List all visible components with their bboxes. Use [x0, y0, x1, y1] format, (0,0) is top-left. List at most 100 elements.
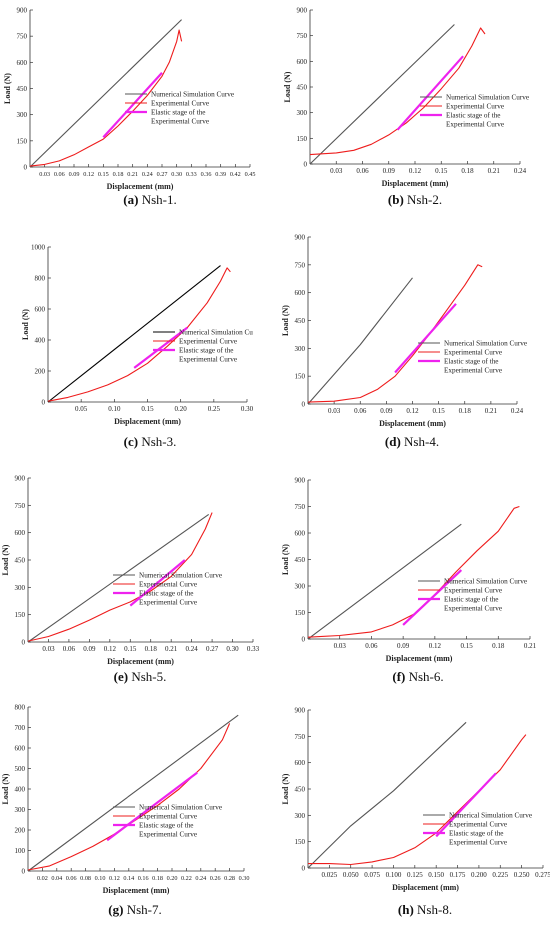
panel-name: Nsh-5. — [131, 669, 167, 684]
numerical-curve — [307, 523, 462, 640]
y-tick-label: 150 — [17, 137, 28, 145]
y-tick-label: 450 — [295, 556, 306, 564]
x-tick-label: 0.275 — [535, 871, 550, 879]
y-tick-label: 750 — [295, 733, 306, 741]
y-tick-label: 400 — [15, 786, 26, 794]
legend-label: Experimental Curve — [151, 100, 209, 108]
legend-label: Numerical Simulation Curve — [449, 812, 532, 820]
panel-caption: (g) Nsh-7. — [75, 902, 195, 918]
x-axis-label: Displacement (mm) — [379, 419, 446, 428]
y-tick-label: 0 — [42, 399, 46, 407]
x-tick-label: 0.10 — [95, 875, 106, 882]
panel-caption: (c) Nsh-3. — [90, 434, 210, 450]
numerical-curve — [307, 277, 413, 405]
panel-letter: (h) — [397, 902, 414, 917]
panel-name: Nsh-6. — [408, 669, 444, 684]
legend-label: Elastic stage of the — [444, 596, 499, 604]
y-tick-label: 0 — [304, 161, 308, 169]
x-tick-label: 0.30 — [171, 171, 182, 178]
x-tick-label: 0.225 — [492, 871, 508, 879]
x-tick-label: 0.03 — [330, 167, 343, 175]
x-tick-label: 0.21 — [127, 171, 138, 178]
x-tick-label: 0.175 — [450, 871, 466, 879]
y-tick-label: 300 — [295, 583, 306, 591]
legend-label: Experimental Curve — [446, 103, 504, 111]
x-tick-label: 0.15 — [141, 405, 154, 413]
y-tick-label: 750 — [295, 503, 306, 511]
x-tick-label: 0.45 — [245, 171, 256, 178]
x-tick-label: 0.30 — [241, 405, 254, 413]
elastic-stage-curve — [129, 559, 186, 607]
x-tick-label: 0.08 — [80, 875, 91, 882]
y-tick-label: 300 — [297, 109, 308, 117]
y-axis-label: Load (N) — [283, 71, 292, 102]
x-tick-label: 0.18 — [113, 171, 124, 178]
chart-panel-4: 0 150 300 450 600 750 900 0.03 0.06 0.09 0.12 0.15 0… — [281, 234, 527, 429]
panel-caption: (f) Nsh-6. — [358, 669, 478, 685]
x-tick-label: 0.025 — [321, 871, 337, 879]
x-tick-label: 0.15 — [433, 407, 446, 415]
experimental-curve — [27, 512, 213, 642]
panel-name: Nsh-3. — [141, 434, 177, 449]
chart-panel-2: 0 150 300 450 600 750 900 0.03 0.06 0.09 0.12 0.15 0… — [283, 7, 529, 189]
panel-caption: (h) Nsh-8. — [365, 902, 485, 918]
experimental-curve — [308, 734, 527, 866]
y-tick-label: 800 — [15, 704, 26, 712]
elastic-stage-curve — [394, 303, 457, 374]
y-tick-label: 0 — [302, 636, 306, 644]
x-tick-label: 0.03 — [328, 407, 341, 415]
x-tick-label: 0.36 — [201, 171, 212, 178]
experimental-curve — [307, 264, 483, 403]
y-tick-label: 0 — [22, 868, 26, 876]
x-axis-label: Displacement (mm) — [392, 883, 459, 892]
y-tick-label: 300 — [15, 584, 26, 592]
x-tick-label: 0.06 — [66, 875, 77, 882]
y-axis-label: Load (N) — [21, 309, 30, 340]
y-tick-label: 800 — [35, 275, 46, 283]
legend-label: Experimental Curve — [444, 367, 502, 375]
x-tick-label: 0.12 — [429, 642, 442, 650]
x-axis-label: Displacement (mm) — [386, 654, 453, 663]
x-tick-label: 0.12 — [409, 167, 422, 175]
x-tick-label: 0.18 — [152, 875, 163, 882]
panel-letter: (e) — [113, 669, 129, 684]
x-tick-label: 0.06 — [63, 645, 76, 653]
y-tick-label: 450 — [295, 786, 306, 794]
legend-label: Numerical Simulation Cu — [179, 329, 253, 337]
elastic-stage-curve — [402, 569, 463, 626]
panel-caption: (a) Nsh-1. — [90, 192, 210, 208]
x-tick-label: 0.09 — [83, 645, 96, 653]
elastic-stage-curve — [102, 72, 163, 139]
y-tick-label: 200 — [15, 827, 26, 835]
y-tick-label: 700 — [15, 724, 26, 732]
x-tick-label: 0.03 — [42, 645, 55, 653]
experimental-curve — [29, 29, 183, 167]
x-tick-label: 0.24 — [195, 875, 206, 882]
y-tick-label: 600 — [35, 306, 46, 314]
y-tick-label: 450 — [17, 85, 28, 93]
x-tick-label: 0.18 — [459, 407, 472, 415]
y-axis-label: Load (N) — [1, 544, 10, 575]
legend-label: Numerical Simulation Curve — [446, 94, 529, 102]
y-tick-label: 750 — [295, 261, 306, 269]
y-tick-label: 600 — [15, 529, 26, 537]
legend-label: Experimental Curve — [444, 605, 502, 613]
x-tick-label: 0.09 — [69, 171, 80, 178]
x-tick-label: 0.27 — [206, 645, 219, 653]
x-axis-label: Displacement (mm) — [107, 657, 174, 666]
x-tick-label: 0.21 — [165, 645, 178, 653]
y-tick-label: 750 — [15, 502, 26, 510]
x-tick-label: 0.150 — [428, 871, 444, 879]
elastic-stage-curve — [435, 772, 497, 838]
y-axis-label: Load (N) — [281, 773, 290, 804]
x-tick-label: 0.21 — [524, 642, 537, 650]
y-tick-label: 150 — [15, 611, 26, 619]
panel-name: Nsh-8. — [417, 902, 453, 917]
x-tick-label: 0.06 — [354, 407, 367, 415]
y-tick-label: 0 — [302, 401, 306, 409]
